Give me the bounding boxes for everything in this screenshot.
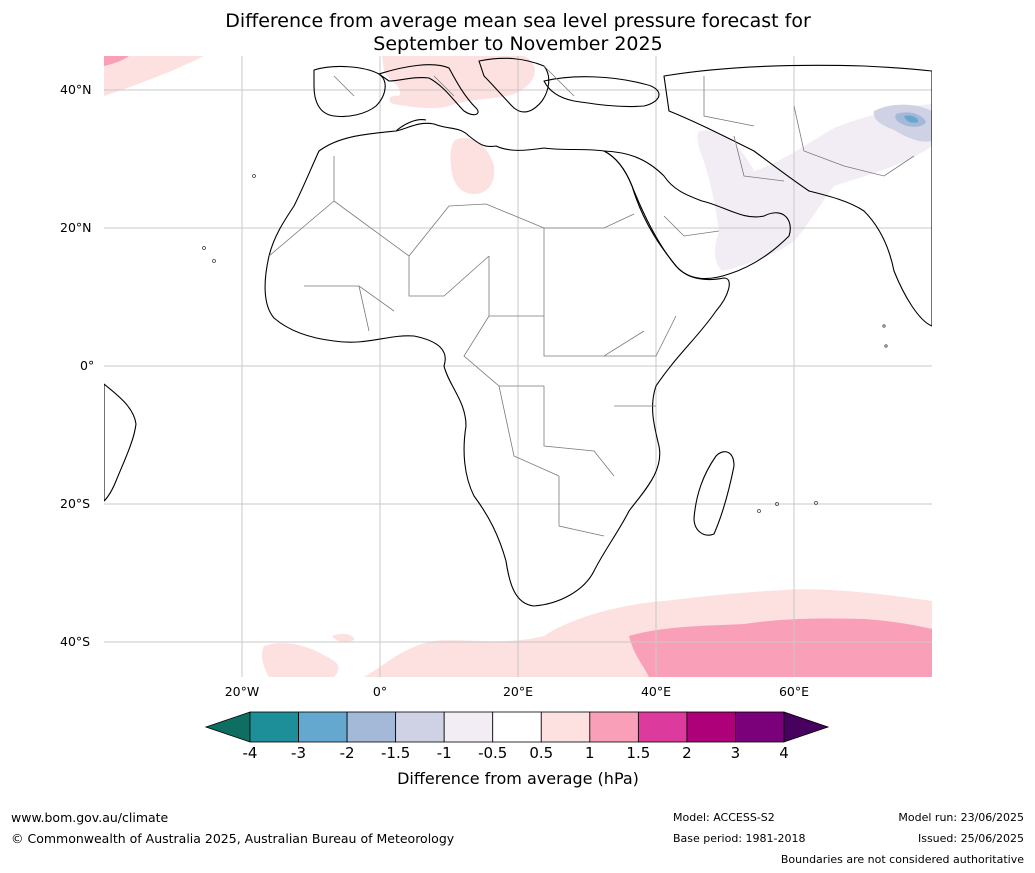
colorbar-bin	[395, 711, 445, 743]
title-line-2: September to November 2025	[373, 33, 663, 55]
footer-url[interactable]: www.bom.gov.au/climate	[11, 810, 169, 825]
colorbar-tick-label: 3	[730, 744, 741, 762]
colorbar-bin	[346, 711, 397, 743]
footer-model-run: Model run: 23/06/2025	[898, 811, 1024, 824]
colorbar-bin	[298, 711, 348, 743]
colorbar-tick-label: 4	[779, 744, 789, 762]
colorbar-tick-label: 1.5	[626, 744, 651, 762]
colorbar-bin	[735, 711, 785, 743]
colorbar-bin	[540, 711, 591, 743]
islands	[202, 174, 888, 513]
colorbar-tick-label: -3	[291, 744, 307, 762]
map-canvas	[104, 56, 932, 677]
colorbar-arrow-low	[205, 711, 251, 743]
colorbar-label: Difference from average (hPa)	[397, 769, 639, 788]
lat-label-40s: 40°S	[60, 634, 91, 649]
colorbar-arrow-high	[783, 711, 830, 743]
lon-label-40e: 40°E	[640, 684, 672, 699]
coastlines	[104, 57, 932, 607]
lat-label-0: 0°	[80, 358, 95, 373]
footer-model: Model: ACCESS-S2	[673, 811, 775, 824]
lat-label-20n: 20°N	[60, 220, 92, 235]
colorbar-tick-label: 0.5	[529, 744, 554, 762]
colorbar-tick-label: -2	[339, 744, 355, 762]
footer-disclaimer: Boundaries are not considered authoritat…	[780, 853, 1024, 866]
colorbar-tick-label: -4	[242, 744, 258, 762]
map-panel	[104, 56, 932, 677]
country-borders	[268, 65, 915, 537]
anomaly-shading	[104, 56, 932, 677]
lon-label-60e: 60°E	[778, 684, 810, 699]
lon-label-20e: 20°E	[502, 684, 534, 699]
colorbar-tick-label: 1	[585, 744, 595, 762]
colorbar-bin	[443, 711, 494, 743]
colorbar-tick-label: 2	[682, 744, 692, 762]
map-title: Difference from average mean sea level p…	[104, 10, 932, 56]
colorbar-bin	[492, 711, 542, 743]
lat-label-20s: 20°S	[60, 496, 91, 511]
colorbar-tick-label: -1.5	[380, 744, 411, 762]
title-line-1: Difference from average mean sea level p…	[225, 10, 811, 32]
colorbar-bin	[686, 711, 736, 743]
colorbar-tick-label: -1	[436, 744, 452, 762]
lon-label-0: 0°	[372, 684, 388, 699]
colorbar-tick-label: -0.5	[478, 744, 508, 762]
colorbar-bin	[637, 711, 688, 743]
graticule	[104, 56, 932, 677]
lon-label-20w: 20°W	[224, 684, 260, 699]
colorbar-bin	[249, 711, 299, 743]
colorbar	[205, 711, 830, 743]
colorbar-bin	[589, 711, 639, 743]
footer-base-period: Base period: 1981-2018	[673, 832, 806, 845]
footer-copyright: © Commonwealth of Australia 2025, Austra…	[11, 831, 455, 846]
lat-label-40n: 40°N	[60, 82, 92, 97]
footer-issued: Issued: 25/06/2025	[917, 832, 1024, 845]
